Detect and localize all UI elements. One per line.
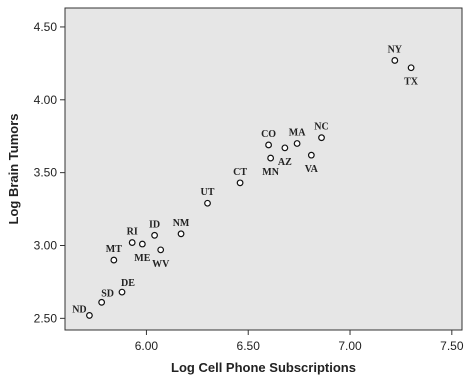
x-tick-label: 6.00 [135, 339, 159, 353]
y-tick-label: 3.50 [34, 166, 58, 180]
data-point [110, 256, 118, 264]
point-label: NY [388, 44, 403, 55]
y-axis: 2.50 3.00 3.50 4.00 4.50 [34, 20, 65, 325]
data-point [157, 246, 165, 254]
data-point [236, 179, 244, 187]
data-point [204, 199, 211, 207]
data-point [265, 141, 272, 149]
y-tick-label: 4.50 [34, 20, 58, 34]
data-point [407, 64, 415, 72]
data-point [86, 312, 93, 319]
data-point [128, 239, 136, 246]
point-label: NM [173, 218, 190, 229]
y-axis-title: Log Brain Tumors [6, 114, 21, 225]
point-label: WV [152, 259, 170, 270]
data-point [307, 151, 315, 159]
x-tick-label: 7.50 [440, 339, 464, 353]
point-label: TX [404, 77, 419, 88]
point-label: SD [101, 288, 114, 299]
point-label: MA [289, 128, 306, 139]
data-point [391, 57, 399, 64]
point-label: ME [134, 253, 150, 264]
x-tick-label: 7.00 [338, 339, 362, 353]
x-axis-title: Log Cell Phone Subscriptions [171, 360, 356, 375]
data-point [118, 288, 126, 296]
data-point [177, 230, 185, 238]
point-label: UT [201, 187, 215, 198]
point-label: DE [121, 278, 135, 289]
data-point [293, 140, 301, 147]
point-label: AZ [278, 157, 292, 168]
x-axis: 6.00 6.50 7.00 7.50 [135, 330, 464, 353]
data-point [98, 298, 106, 306]
data-point [138, 240, 146, 248]
point-label: MN [262, 167, 279, 178]
point-label: ND [72, 304, 86, 315]
y-tick-label: 4.00 [34, 93, 58, 107]
x-tick-label: 6.50 [237, 339, 261, 353]
point-label: VA [305, 164, 319, 175]
data-point [281, 144, 289, 152]
data-point [267, 154, 275, 162]
y-tick-label: 3.00 [34, 238, 58, 252]
y-tick-label: 2.50 [34, 311, 58, 325]
point-label: ID [149, 219, 160, 230]
point-label: MT [106, 244, 122, 255]
point-label: NC [314, 122, 328, 133]
data-point [151, 231, 158, 239]
data-point [318, 134, 325, 142]
point-label: CT [233, 167, 247, 178]
point-label: RI [127, 227, 138, 238]
point-label: CO [261, 129, 276, 140]
